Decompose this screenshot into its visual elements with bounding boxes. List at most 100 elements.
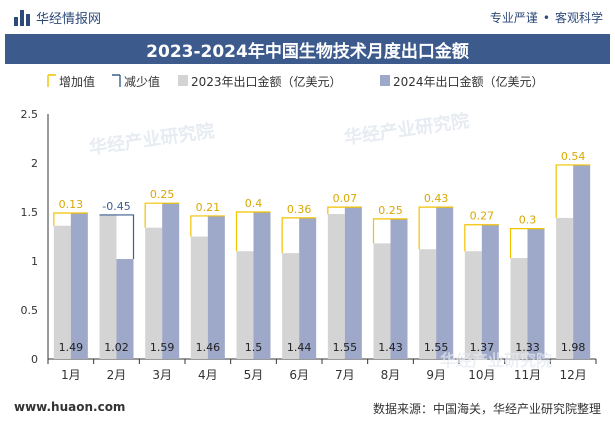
legend-label: 减少值	[124, 74, 160, 89]
y-tick-label: 2.5	[21, 108, 39, 121]
increase-bracket	[235, 211, 271, 252]
increase-bracket	[281, 217, 317, 254]
value-label-2024: 1.49	[59, 341, 84, 354]
bar-2024	[207, 215, 225, 359]
x-tick-label: 11月	[514, 368, 541, 382]
increase-bracket	[555, 164, 591, 218]
increase-bracket	[190, 215, 225, 237]
legend-2023-swatch	[178, 75, 188, 86]
y-tick-label: 1	[31, 255, 38, 268]
change-label: 0.4	[245, 197, 263, 210]
value-label-2024: 1.55	[333, 341, 358, 354]
chart-title: 2023-2024年中国生物技术月度出口金额	[5, 34, 610, 64]
legend-decrease-swatch	[112, 74, 121, 87]
site-name: 华经情报网	[36, 12, 102, 27]
x-tick-label: 9月	[426, 368, 446, 382]
y-tick-label: 2	[31, 157, 38, 170]
legend-label: 2023年出口金额（亿美元）	[191, 74, 342, 89]
change-label: 0.21	[196, 201, 221, 214]
data-source: 数据来源：中国海关，华经产业研究院整理	[372, 402, 601, 416]
value-label-2024: 1.43	[378, 341, 403, 354]
logo: 华经情报网	[14, 8, 101, 27]
change-label: 0.43	[424, 192, 449, 205]
bar-2024	[299, 217, 317, 359]
bar-2024	[573, 164, 591, 359]
value-label-2024: 1.5	[245, 341, 263, 354]
increase-bracket	[372, 218, 408, 244]
change-label: 0.27	[470, 210, 495, 223]
bar-2023	[419, 249, 437, 359]
y-tick-label: 0.5	[21, 304, 39, 317]
increase-bracket	[53, 212, 88, 226]
bar-2024	[436, 207, 454, 359]
change-label: 0.3	[519, 214, 537, 227]
watermark-text: 华经产业研究院	[88, 120, 216, 159]
x-tick-label: 12月	[560, 368, 587, 382]
bar-2024	[116, 259, 134, 359]
y-tick-label: 1.5	[21, 206, 39, 219]
value-label-2024: 1.37	[470, 341, 495, 354]
change-label: 0.07	[333, 192, 358, 205]
footer: www.huaon.com 数据来源：中国海关，华经产业研究院整理	[0, 396, 615, 427]
tagline-left: 专业严谨	[489, 11, 538, 25]
tagline: 专业严谨 • 客观科学	[490, 9, 603, 26]
footer-website: www.huaon.com	[14, 400, 126, 414]
tagline-right: 客观科学	[554, 11, 603, 25]
bar-2023	[327, 213, 345, 359]
bar-2024	[162, 203, 180, 359]
x-tick-label: 1月	[61, 368, 81, 382]
increase-bracket	[418, 206, 454, 250]
legend-label: 增加值	[59, 74, 95, 89]
bar-2023	[145, 227, 163, 359]
legend-increase-swatch	[47, 74, 56, 87]
logo-bars-icon	[14, 9, 30, 26]
x-tick-label: 7月	[335, 368, 355, 382]
x-tick-label: 4月	[198, 368, 218, 382]
x-tick-label: 3月	[152, 368, 172, 382]
bar-2024	[70, 212, 88, 359]
value-label-2024: 1.44	[287, 341, 312, 354]
bar-2024	[390, 218, 408, 359]
change-label: 0.13	[59, 198, 84, 211]
bar-2023	[282, 253, 300, 359]
change-label: -0.45	[102, 200, 130, 213]
bar-2024	[253, 212, 271, 359]
bar-2024	[344, 207, 362, 359]
x-tick-label: 10月	[468, 368, 495, 382]
x-tick-label: 6月	[289, 368, 309, 382]
value-label-2024: 1.98	[561, 341, 586, 354]
bar-2023	[190, 236, 208, 359]
value-label-2024: 1.33	[515, 341, 540, 354]
x-tick-label: 2月	[107, 368, 127, 382]
x-tick-label: 8月	[381, 368, 401, 382]
increase-bracket	[464, 224, 499, 252]
legend-2024-swatch	[380, 75, 390, 86]
separator-dot-icon: •	[542, 11, 550, 25]
bar-2023	[556, 217, 574, 359]
bar-2023	[236, 251, 254, 359]
bar-2023	[373, 243, 391, 359]
increase-bracket	[327, 206, 362, 214]
chart-area: 华经产业研究院 华经产业研究院 增加值 减少值 2023年出口金额（亿美元） 2024年出…	[0, 64, 615, 394]
x-tick-label: 5月	[244, 368, 264, 382]
value-label-2024: 1.59	[150, 341, 175, 354]
bar-2024	[527, 228, 545, 359]
bar-2023	[510, 258, 528, 359]
legend-label: 2024年出口金额（亿美元）	[393, 74, 544, 89]
value-label-2024: 1.02	[104, 341, 129, 354]
change-label: 0.25	[378, 204, 403, 217]
watermark-text: 华经产业研究院	[343, 110, 471, 149]
value-label-2024: 1.46	[196, 341, 221, 354]
watermark-text: 华经产业研究院	[440, 351, 552, 370]
bar-2024	[481, 224, 499, 359]
value-label-2024: 1.55	[424, 341, 449, 354]
increase-bracket	[144, 202, 180, 228]
bar-2023	[53, 225, 71, 359]
y-tick-label: 0	[31, 353, 38, 366]
change-label: 0.36	[287, 203, 312, 216]
bar-2023	[99, 214, 117, 359]
change-label: 0.25	[150, 188, 175, 201]
bar-2023	[464, 251, 482, 359]
increase-bracket	[509, 228, 545, 259]
